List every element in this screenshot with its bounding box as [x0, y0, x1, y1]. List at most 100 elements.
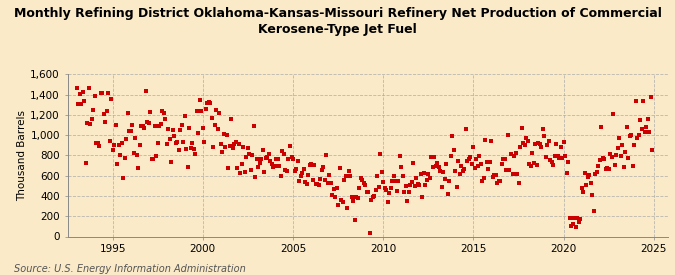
Point [117, 175, 128, 180]
Point [349, 218, 360, 222]
Point [106, 97, 117, 101]
Point [396, 164, 406, 169]
Point [175, 128, 186, 132]
Point [134, 143, 145, 147]
Point [100, 120, 111, 124]
Point [128, 150, 139, 155]
Point [540, 155, 551, 160]
Point [283, 156, 294, 161]
Point [618, 165, 629, 170]
Point [459, 166, 470, 171]
Point [318, 165, 329, 169]
Point [250, 174, 261, 179]
Point [468, 145, 479, 150]
Point [518, 141, 529, 145]
Point [593, 164, 603, 168]
Point [480, 138, 491, 142]
Point [647, 147, 657, 152]
Point [236, 161, 247, 166]
Point [294, 178, 304, 183]
Point [616, 154, 626, 158]
Point [226, 117, 237, 121]
Point [213, 127, 223, 131]
Point [508, 153, 519, 158]
Point [533, 141, 543, 146]
Point [385, 185, 396, 190]
Point [252, 156, 263, 161]
Point [580, 183, 591, 188]
Point [554, 156, 564, 160]
Point [371, 188, 381, 192]
Point [549, 153, 560, 158]
Point [432, 161, 443, 166]
Point [241, 155, 252, 159]
Point [247, 153, 258, 157]
Point [421, 178, 432, 182]
Point [506, 152, 516, 156]
Point [169, 134, 180, 139]
Point [288, 156, 298, 161]
Point [552, 153, 563, 158]
Point [411, 176, 422, 180]
Point [460, 126, 471, 131]
Point [77, 90, 88, 95]
Point [215, 142, 226, 147]
Point [433, 165, 444, 169]
Point [537, 127, 548, 132]
Point [74, 92, 85, 97]
Point [170, 141, 181, 145]
Point [281, 169, 292, 173]
Point [261, 156, 271, 161]
Point [623, 156, 634, 160]
Point [328, 186, 339, 191]
Point [107, 148, 118, 152]
Point [124, 128, 134, 133]
Point [420, 183, 431, 187]
Point [197, 126, 208, 130]
Point [262, 155, 273, 160]
Point [253, 164, 264, 169]
Point [274, 164, 285, 168]
Point [97, 90, 107, 95]
Point [477, 178, 488, 183]
Point [354, 186, 364, 191]
Point [566, 224, 576, 228]
Point [214, 111, 225, 115]
Point [234, 142, 244, 146]
Point [302, 173, 313, 177]
Point [333, 203, 344, 207]
Point [143, 121, 154, 125]
Point [567, 221, 578, 226]
Point [384, 191, 395, 196]
Point [514, 145, 525, 149]
Point [94, 144, 105, 148]
Point [229, 142, 240, 147]
Point [645, 95, 656, 99]
Point [310, 182, 321, 186]
Point [122, 111, 133, 115]
Point [382, 200, 393, 204]
Point [493, 178, 504, 183]
Point [304, 163, 315, 167]
Point [596, 125, 607, 130]
Point [113, 143, 124, 147]
Point [306, 162, 317, 166]
Point [292, 159, 303, 163]
Point [393, 179, 404, 183]
Point [378, 180, 389, 184]
Point [392, 189, 402, 193]
Point [221, 133, 232, 137]
Point [543, 139, 554, 144]
Point [608, 112, 618, 116]
Point [238, 145, 249, 149]
Point [497, 162, 508, 166]
Point [429, 155, 439, 159]
Point [635, 118, 646, 123]
Point [348, 198, 358, 203]
Point [376, 169, 387, 174]
Point [546, 160, 557, 164]
Point [519, 143, 530, 147]
Point [352, 196, 363, 200]
Point [501, 168, 512, 172]
Point [334, 166, 345, 170]
